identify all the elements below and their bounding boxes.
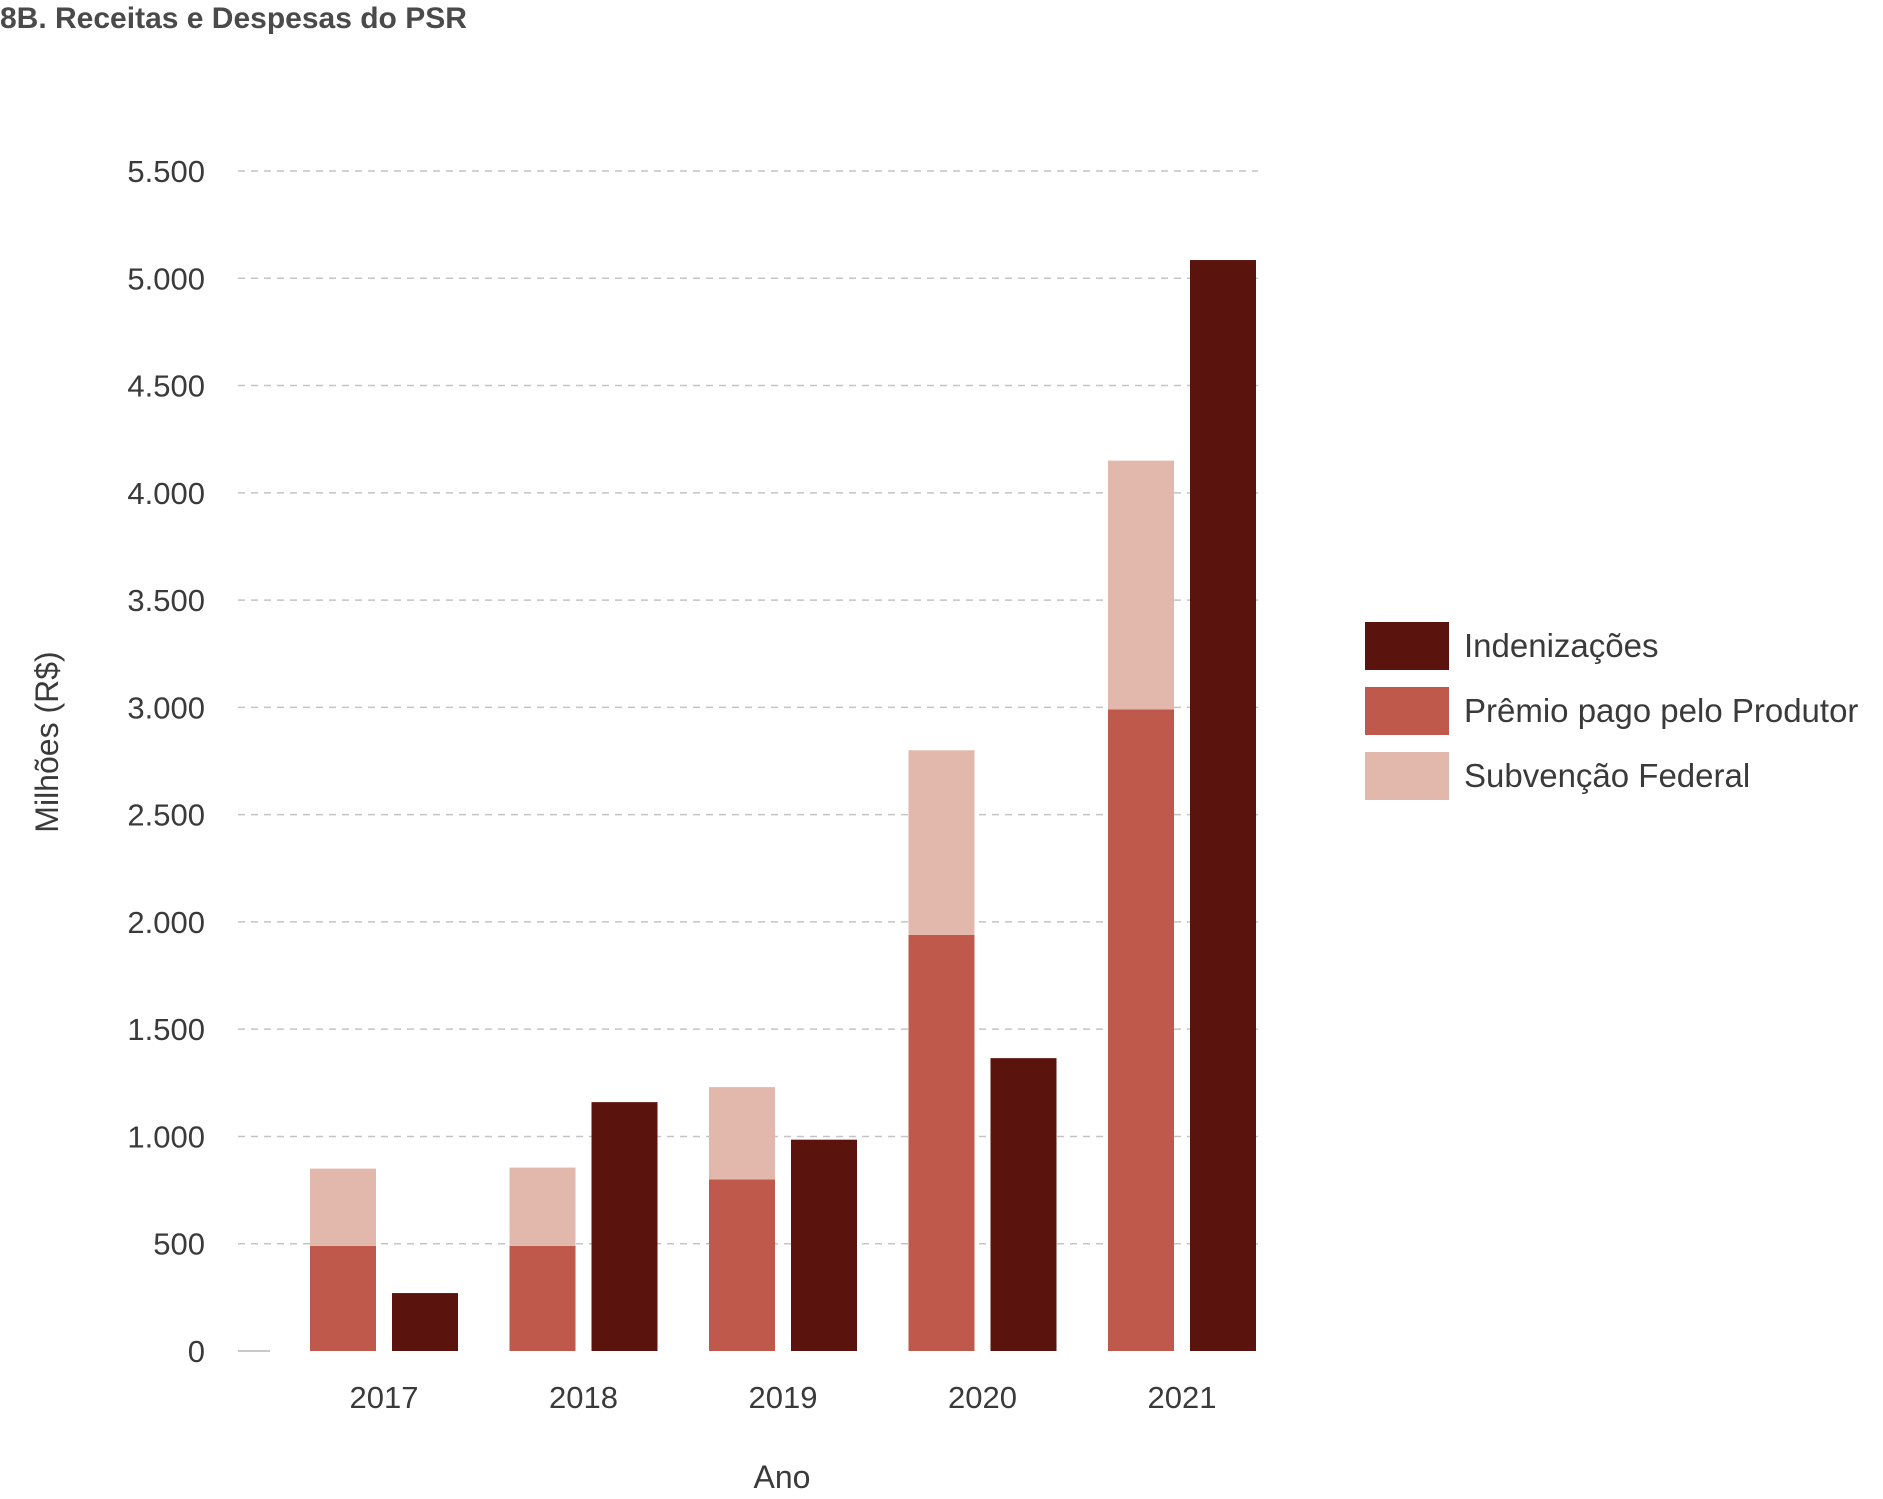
- x-tick-label: 2020: [948, 1380, 1017, 1415]
- legend-swatch: [1365, 622, 1449, 670]
- y-tick-label: 4.500: [127, 369, 205, 404]
- bar-premio-2017: [310, 1245, 376, 1351]
- bars-layer: [310, 260, 1256, 1351]
- y-tick-label: 1.000: [127, 1119, 205, 1154]
- legend-swatch: [1365, 687, 1449, 735]
- y-tick-label: 5.000: [127, 261, 205, 296]
- y-tick-label: 500: [153, 1227, 205, 1262]
- x-tick-label: 2018: [549, 1380, 618, 1415]
- bar-subvencao-2019: [709, 1087, 775, 1180]
- bar-subvencao-2018: [509, 1167, 576, 1246]
- bar-indenizacoes-2020: [990, 1058, 1057, 1351]
- x-tick-label: 2021: [1148, 1380, 1217, 1415]
- y-tick-label: 2.000: [127, 905, 205, 940]
- legend-label: Prêmio pago pelo Produtor: [1464, 692, 1858, 729]
- bar-premio-2020: [908, 934, 975, 1351]
- y-tick-label: 3.000: [127, 690, 205, 725]
- bar-premio-2018: [509, 1245, 576, 1351]
- bar-premio-2019: [709, 1179, 775, 1351]
- y-tick-label: 2.500: [127, 798, 205, 833]
- bar-subvencao-2020: [908, 750, 975, 935]
- y-axis-title: Milhões (R$): [29, 651, 65, 832]
- bar-subvencao-2017: [310, 1168, 376, 1246]
- bar-indenizacoes-2021: [1190, 260, 1256, 1351]
- bar-premio-2021: [1108, 709, 1174, 1351]
- legend-label: Indenizações: [1464, 627, 1658, 664]
- y-axis-ticks: 0 500 1.000 1.500 2.000 2.500 3.000 3.500 4.000 4…: [127, 154, 205, 1369]
- bar-indenizacoes-2018: [591, 1102, 658, 1351]
- x-tick-label: 2019: [749, 1380, 818, 1415]
- y-tick-label: 3.500: [127, 583, 205, 618]
- y-tick-label: 5.500: [127, 154, 205, 189]
- x-tick-label: 2017: [350, 1380, 419, 1415]
- bar-indenizacoes-2019: [791, 1139, 857, 1351]
- legend: Indenizações Prêmio pago pelo Produtor Sub…: [1365, 622, 1858, 800]
- bar-subvencao-2021: [1108, 460, 1174, 710]
- legend-swatch: [1365, 752, 1449, 800]
- x-axis-ticks: 2017 2018 2019 2020 2021: [350, 1380, 1217, 1415]
- chart-title: 8B. Receitas e Despesas do PSR: [0, 2, 467, 35]
- y-tick-label: 0: [188, 1334, 205, 1369]
- y-tick-label: 4.000: [127, 476, 205, 511]
- legend-label: Subvenção Federal: [1464, 757, 1750, 794]
- x-axis-title: Ano: [754, 1459, 811, 1495]
- bar-indenizacoes-2017: [392, 1293, 458, 1351]
- y-tick-label: 1.500: [127, 1012, 205, 1047]
